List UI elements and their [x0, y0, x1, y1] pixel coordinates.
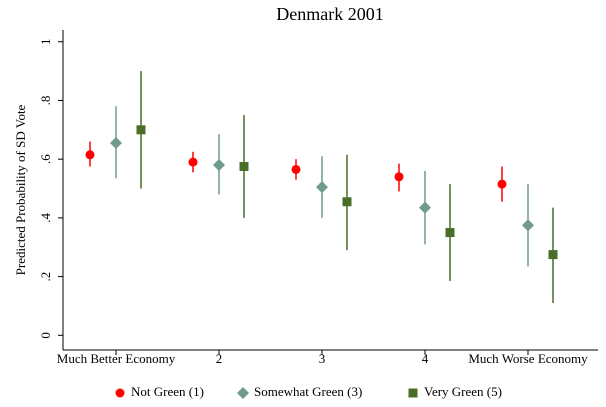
legend-label: Not Green (1) [131, 384, 204, 399]
x-tick-label: Much Worse Economy [468, 351, 588, 366]
point [115, 388, 125, 398]
point [110, 137, 122, 150]
point [342, 197, 352, 207]
x-tick-label: 3 [319, 351, 326, 366]
legend-label: Very Green (5) [424, 384, 502, 399]
y-tick-label: .8 [38, 96, 53, 106]
y-tick-label: 1 [38, 38, 53, 45]
point [188, 157, 198, 167]
point [136, 125, 146, 135]
y-tick-label: .6 [38, 154, 53, 164]
x-tick-label: 4 [422, 351, 429, 366]
point [316, 181, 328, 194]
point [419, 201, 431, 214]
legend-label: Somewhat Green (3) [254, 384, 362, 399]
point [408, 388, 418, 398]
x-tick-label: Much Better Economy [57, 351, 176, 366]
point [237, 387, 249, 399]
point [213, 159, 225, 172]
point [291, 164, 301, 174]
y-tick-label: 0 [38, 332, 53, 339]
point [445, 228, 455, 238]
y-tick-label: .2 [38, 272, 53, 282]
chart-title: Denmark 2001 [276, 4, 383, 24]
x-tick-label: 2 [216, 351, 223, 366]
point [239, 162, 249, 172]
y-tick-label: .4 [38, 213, 53, 223]
y-axis-label: Predicted Probability of SD Vote [13, 104, 28, 275]
point [497, 179, 507, 189]
point [522, 219, 534, 232]
point [548, 250, 558, 260]
point [394, 172, 404, 182]
point [85, 150, 95, 160]
